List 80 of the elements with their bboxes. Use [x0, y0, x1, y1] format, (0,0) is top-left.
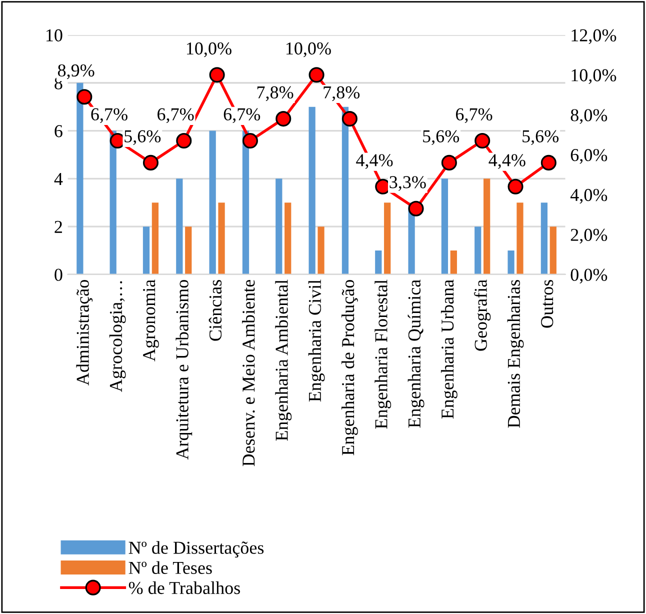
x-tick-label: Outros: [541, 280, 554, 328]
y2-tick-label: 12,0%: [572, 29, 616, 44]
bar: [185, 226, 192, 274]
x-tick-label: Arquitetura e Urbanismo: [176, 280, 192, 460]
x-tick-label: Administração: [76, 280, 93, 386]
data-label: 6,7%: [91, 108, 128, 124]
data-label: 6,7%: [158, 108, 194, 124]
bar: [550, 226, 556, 274]
x-tick-label: Engenharia de Produção: [341, 280, 358, 456]
data-label: 6,7%: [456, 108, 492, 124]
y2-tick-label: 0,0%: [570, 268, 608, 284]
point: [540, 154, 556, 170]
bar: [76, 82, 84, 274]
x-tick-label: Engenharia Ambiental: [275, 280, 292, 441]
data-label: 5,6%: [124, 130, 161, 145]
bar: [142, 226, 150, 274]
y2-tick-label: 6,0%: [570, 148, 608, 164]
y-tick-label: 4: [54, 173, 63, 185]
legend-label: Nº de Dissertações: [128, 541, 264, 558]
point: [209, 67, 225, 83]
point: [242, 132, 258, 149]
bar: [176, 178, 183, 274]
legend-label: % de Trabalhos: [128, 581, 240, 594]
bar: [218, 202, 225, 274]
bar: [209, 130, 216, 274]
data-label: 4,4%: [356, 154, 393, 169]
data-label: 3,3%: [390, 176, 426, 191]
x-tick-label: Desenv. e Meio Ambiente: [242, 280, 255, 466]
y-tick-label: 10: [46, 29, 62, 42]
data-label: 4,4%: [488, 154, 526, 169]
x-tick-label: Demais Engenharias: [507, 280, 524, 428]
point: [308, 67, 324, 83]
data-label: 5,6%: [423, 130, 460, 145]
x-tick-label: Ciências: [208, 280, 222, 341]
bar: [375, 250, 382, 274]
y-tick-label: 6: [54, 125, 62, 138]
x-tick-label: Engenharia Civil: [308, 280, 325, 402]
y-tick-label: 0: [54, 268, 62, 281]
y2-tick-label: 2,0%: [570, 228, 608, 244]
bar: [516, 202, 524, 274]
point: [176, 132, 192, 149]
y2-tick-label: 8,0%: [570, 109, 608, 124]
point: [142, 154, 159, 170]
bar: [318, 226, 324, 274]
y2-tick-label: 10,0%: [572, 69, 616, 84]
bar: [474, 226, 482, 274]
x-tick-label: Engenharia Florestal: [374, 280, 392, 429]
data-label: 7,8%: [257, 86, 294, 102]
bar: [540, 202, 548, 274]
x-tick-label: Engenharia Química: [408, 280, 424, 428]
bar: [276, 178, 282, 274]
bar: [484, 178, 490, 274]
bar: [152, 202, 159, 274]
x-tick-label: Agrocologia,…: [109, 281, 126, 392]
point: [474, 132, 490, 149]
data-label: 10,0%: [186, 42, 232, 58]
y-tick-label: 2: [54, 220, 62, 233]
x-tick-label: Geografia: [474, 280, 491, 351]
point: [276, 111, 292, 127]
point: [508, 178, 524, 194]
bar: [308, 106, 316, 274]
bar: [384, 202, 391, 274]
bar: [450, 250, 457, 274]
data-label: 6,7%: [224, 108, 260, 124]
bar: [441, 178, 448, 274]
point: [441, 154, 457, 170]
x-tick-label: Engenharia Urbana: [440, 280, 458, 419]
bar: [342, 106, 349, 274]
data-label: 10,0%: [286, 42, 331, 58]
bar: [284, 202, 292, 274]
data-label: 7,8%: [324, 86, 360, 102]
legend-label: Nº de Teses: [128, 561, 212, 574]
x-tick-label: Agronomia: [143, 280, 159, 362]
y2-tick-label: 4,0%: [570, 188, 608, 204]
point: [342, 111, 358, 127]
point: [408, 200, 424, 216]
data-label: 8,9%: [58, 64, 94, 80]
data-label: 5,6%: [522, 130, 559, 145]
bar: [508, 250, 514, 274]
point: [76, 89, 92, 105]
